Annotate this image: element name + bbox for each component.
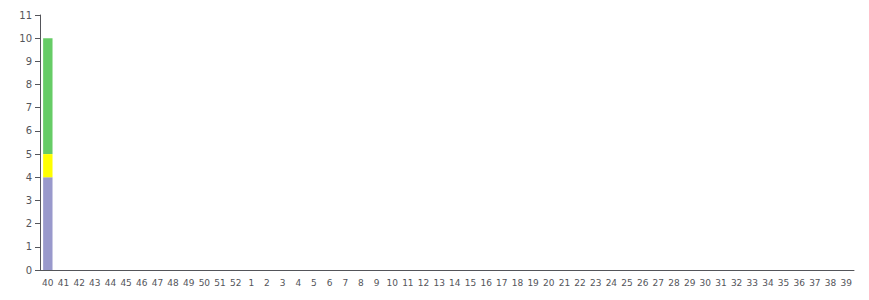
svg-text:5: 5 (311, 278, 317, 288)
svg-text:43: 43 (89, 278, 100, 288)
svg-text:16: 16 (480, 278, 492, 288)
svg-text:18: 18 (512, 278, 524, 288)
svg-text:37: 37 (809, 278, 820, 288)
svg-text:9: 9 (26, 56, 32, 67)
svg-text:10: 10 (386, 278, 398, 288)
svg-text:49: 49 (183, 278, 195, 288)
svg-text:10: 10 (19, 33, 32, 44)
svg-text:29: 29 (684, 278, 696, 288)
svg-text:1: 1 (248, 278, 254, 288)
svg-text:14: 14 (449, 278, 461, 288)
svg-text:0: 0 (26, 265, 32, 276)
svg-text:48: 48 (167, 278, 179, 288)
svg-text:30: 30 (700, 278, 712, 288)
svg-text:26: 26 (637, 278, 649, 288)
svg-text:33: 33 (747, 278, 758, 288)
svg-text:51: 51 (214, 278, 225, 288)
svg-text:31: 31 (715, 278, 726, 288)
svg-text:8: 8 (358, 278, 364, 288)
svg-text:35: 35 (778, 278, 789, 288)
svg-text:12: 12 (418, 278, 429, 288)
svg-text:46: 46 (136, 278, 148, 288)
svg-text:42: 42 (73, 278, 84, 288)
svg-text:1: 1 (26, 241, 32, 252)
svg-text:5: 5 (26, 149, 32, 160)
svg-text:27: 27 (653, 278, 664, 288)
svg-text:13: 13 (433, 278, 444, 288)
svg-text:6: 6 (327, 278, 333, 288)
svg-text:3: 3 (280, 278, 286, 288)
svg-text:11: 11 (19, 10, 32, 21)
svg-text:45: 45 (120, 278, 131, 288)
svg-text:38: 38 (825, 278, 837, 288)
svg-text:4: 4 (26, 172, 32, 183)
svg-text:3: 3 (26, 195, 32, 206)
svg-text:15: 15 (465, 278, 476, 288)
svg-text:17: 17 (496, 278, 507, 288)
svg-text:44: 44 (105, 278, 117, 288)
svg-text:28: 28 (668, 278, 680, 288)
svg-text:25: 25 (621, 278, 632, 288)
svg-text:19: 19 (527, 278, 539, 288)
svg-text:52: 52 (230, 278, 241, 288)
svg-text:50: 50 (199, 278, 211, 288)
svg-text:40: 40 (42, 278, 54, 288)
svg-text:4: 4 (295, 278, 301, 288)
svg-text:6: 6 (26, 125, 32, 136)
svg-text:24: 24 (606, 278, 618, 288)
svg-text:22: 22 (574, 278, 585, 288)
svg-text:2: 2 (26, 218, 32, 229)
svg-text:23: 23 (590, 278, 601, 288)
svg-text:9: 9 (374, 278, 380, 288)
svg-text:7: 7 (26, 102, 32, 113)
svg-text:11: 11 (402, 278, 413, 288)
svg-text:32: 32 (731, 278, 742, 288)
svg-text:34: 34 (762, 278, 774, 288)
svg-text:41: 41 (58, 278, 69, 288)
svg-text:8: 8 (26, 79, 32, 90)
svg-text:39: 39 (840, 278, 852, 288)
svg-text:36: 36 (793, 278, 805, 288)
svg-text:2: 2 (264, 278, 270, 288)
svg-text:21: 21 (559, 278, 570, 288)
svg-text:47: 47 (152, 278, 163, 288)
svg-text:20: 20 (543, 278, 555, 288)
svg-text:7: 7 (342, 278, 348, 288)
